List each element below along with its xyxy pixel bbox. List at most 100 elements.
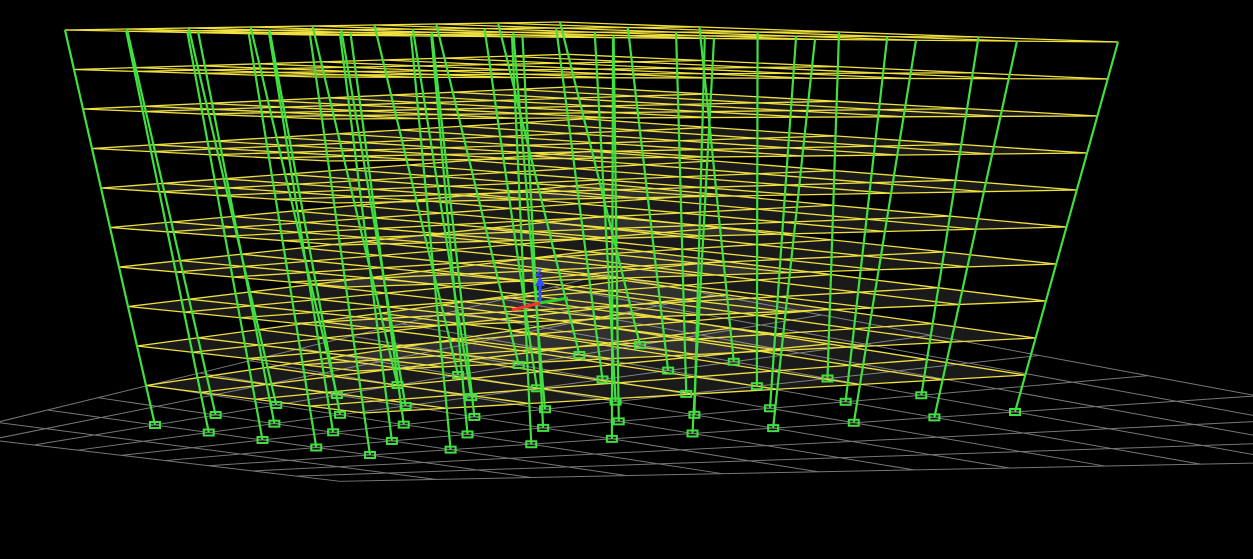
column	[125, 28, 217, 416]
support	[385, 436, 398, 445]
column	[691, 38, 716, 434]
grid-line	[351, 335, 1106, 467]
column	[852, 40, 918, 423]
column	[186, 32, 264, 441]
column	[63, 29, 157, 426]
support	[767, 424, 780, 433]
column	[349, 32, 405, 425]
support	[461, 430, 474, 439]
grid-line	[77, 334, 931, 451]
support	[662, 366, 675, 375]
column	[826, 31, 841, 379]
column	[435, 23, 520, 366]
column	[555, 27, 604, 380]
y-axis	[539, 296, 569, 305]
support	[468, 412, 481, 421]
support	[310, 443, 323, 452]
column	[338, 34, 393, 442]
support	[928, 413, 941, 422]
column	[267, 32, 335, 433]
column	[308, 34, 372, 456]
support	[847, 418, 860, 427]
column	[1013, 41, 1120, 413]
columns	[63, 21, 1120, 459]
column	[558, 21, 642, 346]
column	[430, 34, 469, 435]
grid-line	[164, 375, 1149, 462]
column	[196, 30, 276, 424]
column	[411, 28, 473, 398]
beam	[498, 22, 1018, 42]
column	[340, 29, 407, 407]
column	[772, 39, 817, 429]
beam	[188, 27, 513, 38]
grid-line	[296, 443, 1253, 477]
grid-line	[553, 286, 1253, 416]
column	[268, 30, 342, 415]
column	[510, 36, 533, 445]
support	[680, 389, 693, 398]
grid-line	[252, 421, 1253, 472]
column	[698, 26, 735, 362]
column	[755, 32, 759, 387]
support	[202, 428, 215, 437]
support	[609, 397, 622, 406]
support	[612, 417, 625, 426]
column	[768, 36, 798, 409]
axis-triad: Z	[511, 268, 569, 312]
grid-line	[98, 397, 627, 477]
column	[844, 36, 889, 402]
grid-line	[339, 462, 1253, 482]
support	[750, 382, 763, 391]
column	[247, 33, 318, 448]
support	[1009, 408, 1021, 416]
column	[612, 35, 620, 422]
column	[610, 37, 615, 439]
support	[327, 428, 340, 437]
grid-line	[208, 395, 1253, 467]
support	[256, 436, 269, 444]
beam	[312, 25, 715, 40]
grid-line	[47, 409, 532, 478]
column	[521, 34, 545, 428]
column	[373, 24, 460, 376]
grid-line	[33, 314, 822, 446]
grid-line	[0, 274, 605, 423]
grid-line	[148, 384, 723, 475]
column	[409, 35, 452, 450]
grid-line	[604, 274, 1253, 396]
z-arrow	[535, 276, 545, 286]
support	[364, 451, 376, 459]
grid-line	[0, 422, 436, 480]
support	[686, 429, 699, 438]
support	[537, 423, 550, 432]
column	[249, 26, 338, 396]
column	[920, 36, 980, 396]
support	[444, 445, 457, 454]
grid-line	[121, 354, 1040, 456]
column	[187, 27, 278, 406]
support	[573, 351, 586, 359]
x-axis	[511, 301, 541, 312]
support	[596, 375, 609, 384]
column	[430, 32, 476, 418]
support	[149, 421, 161, 429]
support	[512, 361, 525, 369]
column	[125, 31, 210, 433]
support	[397, 420, 410, 429]
support	[209, 411, 222, 419]
column	[483, 28, 538, 389]
beam	[374, 24, 816, 41]
support	[525, 440, 538, 449]
support	[634, 341, 646, 349]
grid-line	[249, 360, 914, 471]
grid-line	[401, 323, 1201, 465]
column	[626, 27, 670, 371]
axis-label: Z	[535, 268, 542, 279]
support	[268, 419, 281, 428]
support	[915, 391, 928, 400]
column	[311, 25, 399, 386]
support	[605, 434, 618, 443]
support	[539, 405, 551, 414]
